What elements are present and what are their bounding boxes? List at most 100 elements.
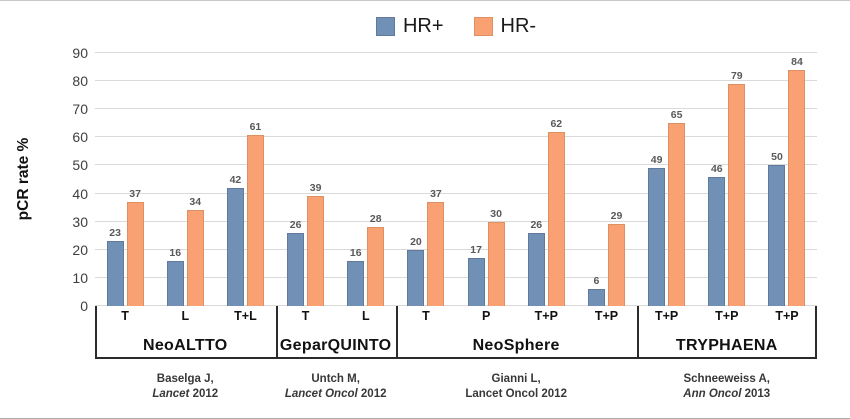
citation-year: 2012 [538, 388, 567, 400]
hr-minus-swatch-icon [473, 17, 493, 36]
trial-label-GeparQUINTO: GeparQUINTO [279, 337, 392, 354]
citation-journal-year: Lancet Oncol 2012 [396, 387, 637, 402]
y-tick-20: 20 [72, 241, 88, 258]
bars-row: 23 37 16 34 42 61 26 39 16 28 20 37 17 30 26 62 6 29 49 65 4… [95, 53, 817, 306]
bar-hr-plus-value-label: 6 [593, 275, 600, 288]
bar-hr-minus: 61 [246, 121, 264, 306]
citation-journal: Lancet [152, 388, 190, 400]
bar-hr-minus: 29 [607, 210, 625, 306]
y-tick-40: 40 [72, 185, 88, 202]
chart-legend: HR+ HR- [95, 15, 817, 38]
bar-hr-minus-value-label: 84 [791, 55, 803, 68]
bar-pair-T: 23 37 [95, 188, 155, 306]
trial-label-TRYPHAENA: TRYPHAENA [675, 337, 778, 354]
bar-hr-minus: 84 [788, 56, 806, 306]
citation-author: Schneeweiss A, [683, 373, 770, 385]
gridline-20 [95, 248, 817, 250]
gridline-30 [95, 220, 817, 222]
bracket-vline-0 [95, 306, 97, 357]
y-tick-0: 0 [80, 298, 88, 314]
bar-hr-plus: 49 [648, 154, 666, 306]
treatment-label: T [121, 309, 129, 323]
treatment-label: T+P [594, 309, 619, 323]
treatment-label: P [481, 309, 491, 323]
treatment-label: T [422, 309, 430, 323]
bracket-vline-3 [636, 306, 639, 357]
bar-hr-minus-value-label: 30 [490, 207, 502, 220]
treatment-label: T [301, 309, 310, 323]
gridline-50 [95, 164, 817, 166]
bar-pair-P: 17 30 [456, 208, 516, 306]
bar-hr-minus-value-label: 37 [129, 188, 141, 200]
gridline-0 [95, 305, 817, 306]
citation-journal-year: Lancet 2012 [95, 387, 276, 402]
citation-author: Gianni L, [491, 373, 541, 385]
citation-author: Untch M, [311, 373, 360, 385]
bar-pair-T+P: 46 79 [697, 70, 757, 306]
bar-hr-plus-value-label: 42 [229, 173, 242, 186]
bar-hr-plus-value-label: 16 [349, 247, 362, 260]
treatment-label: T+P [654, 309, 679, 323]
bar-hr-plus-value-label: 49 [650, 154, 663, 167]
bar-hr-minus-value-label: 37 [430, 188, 442, 200]
bar-hr-minus: 34 [186, 196, 204, 306]
y-axis-tick-labels: 0 10 20 30 40 50 60 70 80 90 [55, 46, 88, 313]
trial-citations-row: Baselga J, Lancet 2012 Untch M, Lancet Onco… [95, 372, 817, 412]
bar-hr-plus-value-label: 17 [470, 244, 482, 257]
y-tick-10: 10 [72, 269, 88, 286]
treatment-label: T+P [534, 309, 558, 323]
bar-pair-T: 26 39 [276, 182, 336, 306]
bar-hr-plus-value-label: 20 [410, 235, 422, 248]
bar-hr-plus-value-label: 16 [169, 247, 182, 260]
treatment-label-row: T L T+L T L T P T+P T+P T+P T+P T+P [95, 309, 817, 323]
citation-TRYPHAENA: Schneeweiss A, Ann Oncol 2013 [637, 372, 818, 402]
treatment-label: T+L [234, 309, 257, 323]
citation-GeparQUINTO: Untch M, Lancet Oncol 2012 [276, 372, 396, 402]
trial-label-NeoALTTO: NeoALTTO [143, 337, 228, 354]
bar-hr-plus: 46 [708, 163, 726, 306]
bar-pair-L: 16 34 [155, 196, 215, 306]
bar-hr-minus-value-label: 34 [189, 196, 202, 209]
citation-journal: Lancet Oncol [284, 388, 358, 400]
citation-journal: Ann Oncol [683, 388, 742, 400]
gridline-40 [95, 192, 817, 194]
citation-journal-year: Lancet Oncol 2012 [276, 387, 396, 402]
bar-hr-minus: 30 [487, 208, 505, 306]
bar-hr-plus: 42 [226, 174, 244, 306]
gridline-10 [95, 276, 817, 278]
bracket-vline-4 [815, 306, 817, 357]
bar-hr-plus: 17 [467, 244, 485, 306]
bar-hr-minus: 62 [547, 118, 565, 306]
gridline-80 [95, 80, 817, 82]
y-tick-80: 80 [72, 73, 88, 90]
citation-journal-year: Ann Oncol 2013 [637, 387, 818, 402]
legend-label-hr-minus: HR- [500, 15, 537, 37]
bar-hr-plus-value-label: 50 [771, 151, 783, 164]
citation-journal: Lancet Oncol [465, 388, 539, 400]
citation-NeoALTTO: Baselga J, Lancet 2012 [95, 372, 276, 402]
bar-pair-L: 16 28 [336, 213, 396, 306]
bar-pair-T+P: 50 84 [757, 56, 817, 306]
bar-pair-T+P: 6 29 [576, 210, 636, 306]
treatment-label: L [361, 309, 370, 323]
bar-hr-minus: 37 [427, 188, 445, 306]
bar-pair-T+L: 42 61 [215, 121, 275, 306]
bar-hr-minus: 37 [126, 188, 144, 306]
plot-area: 23 37 16 34 42 61 26 39 16 28 20 37 17 30 26 62 6 29 49 65 4… [95, 52, 817, 306]
bar-pair-T+P: 26 62 [516, 118, 576, 306]
x-axis-category-band: T L T+L T L T P T+P T+P T+P T+P T+P NeoALTTO GeparQUI… [95, 306, 817, 359]
citation-year: 2012 [357, 388, 387, 400]
bar-hr-plus: 16 [166, 247, 184, 306]
treatment-label: T+P [775, 309, 799, 323]
bar-hr-plus: 16 [347, 247, 365, 306]
bracket-vline-2 [395, 306, 398, 357]
bar-hr-plus-value-label: 26 [289, 218, 302, 231]
bar-pair-T: 20 37 [396, 188, 456, 306]
trial-label-NeoSphere: NeoSphere [472, 337, 560, 354]
bar-hr-plus: 26 [287, 219, 305, 306]
bar-hr-plus: 23 [106, 227, 124, 306]
bar-hr-plus-value-label: 26 [530, 218, 543, 231]
bar-hr-minus-value-label: 79 [730, 69, 743, 82]
gridline-90 [95, 52, 817, 53]
